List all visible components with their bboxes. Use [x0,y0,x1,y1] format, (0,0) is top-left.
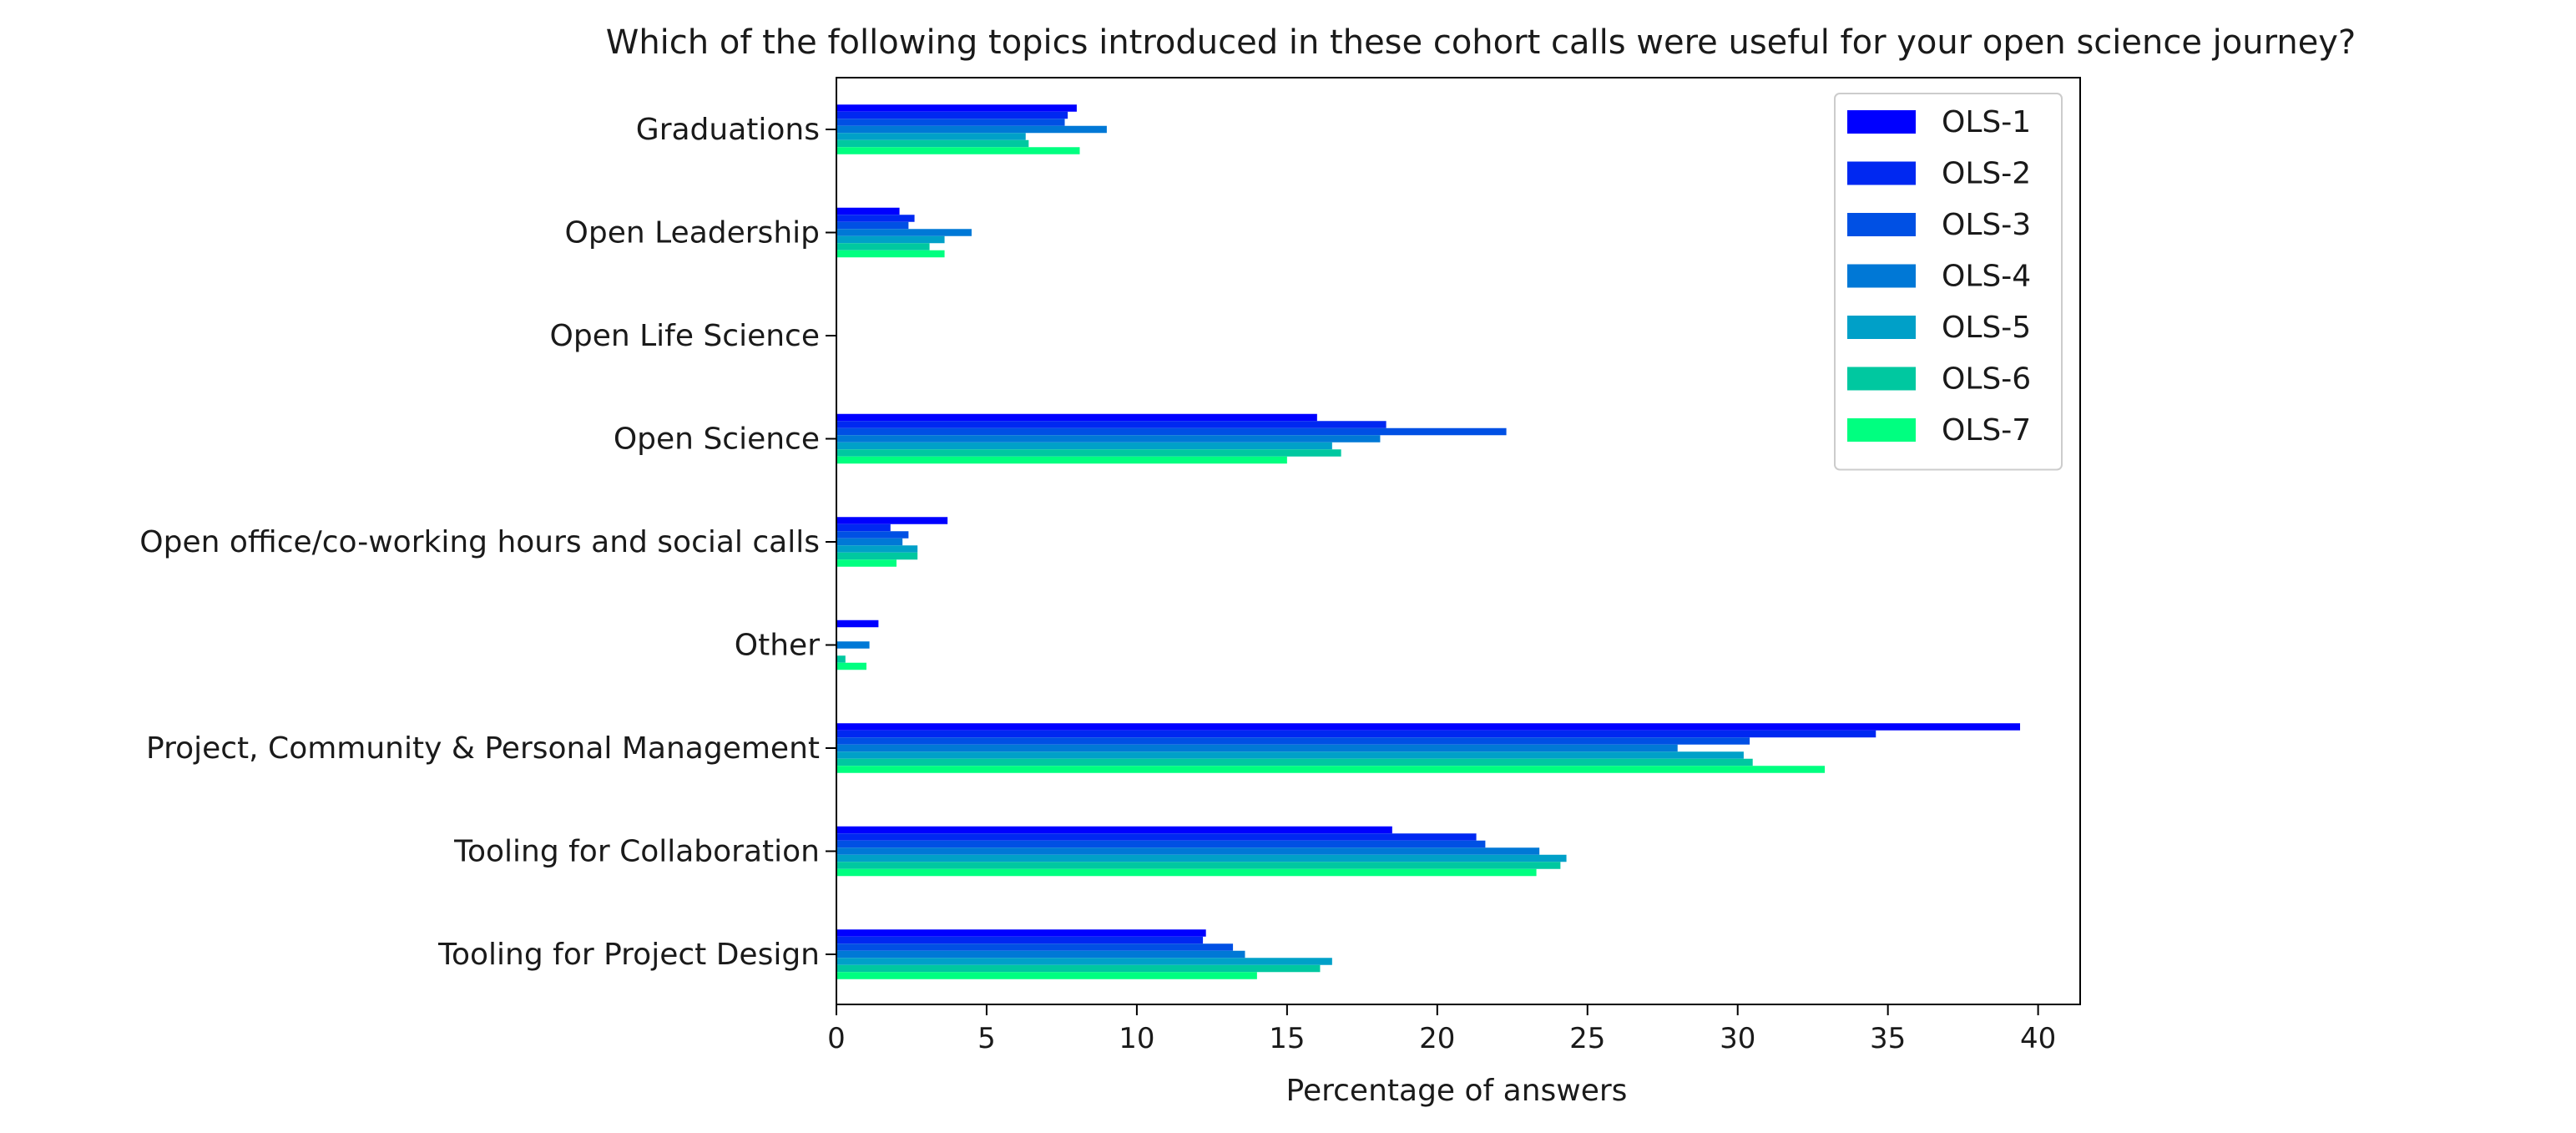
bar-ols-2-8 [836,936,1204,944]
legend-label: OLS-4 [1942,260,2031,294]
legend-swatch-ols-2 [1847,161,1916,185]
bar-ols-3-3 [836,427,1507,436]
bar-ols-4-4 [836,538,903,546]
bar-ols-4-1 [836,229,972,236]
x-axis-ticks: 0 5 10 15 20 25 30 35 40 [827,1004,2056,1055]
bar-ols-1-0 [836,104,1077,112]
category-labels: Graduations Open Leadership Open Life Scie… [139,113,836,972]
x-tick-label: 0 [827,1022,846,1055]
bar-ols-3-0 [836,119,1065,126]
bar-ols-7-0 [836,147,1080,154]
bar-ols-1-6 [836,723,2021,731]
bar-ols-6-1 [836,243,930,250]
x-tick-label: 10 [1119,1022,1154,1055]
bar-ols-3-7 [836,840,1486,848]
bar-ols-4-7 [836,847,1540,855]
bar-ols-5-1 [836,235,945,244]
bar-ols-6-0 [836,139,1029,148]
x-tick-label: 15 [1269,1022,1305,1055]
bar-ols-7-4 [836,559,897,567]
x-tick-label: 5 [977,1022,996,1055]
bar-ols-1-8 [836,929,1206,937]
legend-swatch-ols-6 [1847,367,1916,391]
y-tick-label: Other [735,629,820,663]
bar-ols-2-7 [836,833,1477,841]
bar-ols-6-6 [836,758,1753,766]
bar-ols-5-3 [836,442,1332,450]
bar-ols-3-4 [836,531,909,539]
x-tick-label: 35 [1870,1022,1906,1055]
bar-ols-1-7 [836,826,1392,834]
bar-ols-7-7 [836,868,1537,877]
bar-ols-7-8 [836,972,1257,979]
legend-swatch-ols-3 [1847,213,1916,236]
legend-label: OLS-3 [1942,208,2031,242]
y-tick-label: Open office/co-working hours and social … [139,525,820,559]
legend-swatch-ols-7 [1847,418,1916,442]
legend-swatch-ols-5 [1847,316,1916,339]
bar-ols-5-0 [836,133,1026,140]
bar-ols-1-3 [836,413,1317,422]
bar-ols-3-6 [836,737,1750,745]
x-axis-label: Percentage of answers [1286,1074,1628,1108]
bar-ols-4-6 [836,744,1678,752]
plot-frame [836,77,2081,1005]
bar-ols-5-6 [836,751,1744,759]
y-tick-label: Graduations [636,113,820,147]
bar-ols-6-4 [836,552,918,560]
x-tick-label: 25 [1569,1022,1605,1055]
bar-ols-2-0 [836,111,1068,119]
bar-ols-4-0 [836,125,1107,134]
bar-ols-4-8 [836,950,1245,958]
bar-ols-6-8 [836,964,1321,973]
bars-group [836,104,2021,979]
bar-ols-7-5 [836,662,866,670]
legend-label: OLS-5 [1942,311,2031,345]
y-tick-label: Project, Community & Personal Management [146,731,820,766]
y-tick-label: Open Life Science [550,319,820,353]
legend-label: OLS-7 [1942,413,2031,448]
y-tick-label: Tooling for Collaboration [453,835,820,869]
bar-ols-5-4 [836,545,918,553]
legend-label: OLS-6 [1942,362,2031,397]
bar-ols-7-6 [836,766,1826,773]
bar-ols-6-3 [836,449,1341,457]
legend-swatch-ols-1 [1847,110,1916,134]
bar-ols-5-7 [836,854,1567,862]
chart-title: Which of the following topics introduced… [606,23,2356,62]
bar-ols-7-1 [836,250,945,258]
bar-ols-2-1 [836,215,915,222]
bar-ols-4-3 [836,435,1381,443]
bar-ols-1-1 [836,207,900,215]
bar-ols-1-5 [836,620,879,628]
bar-ols-4-5 [836,641,870,649]
bar-ols-3-1 [836,221,909,230]
bar-ols-7-3 [836,456,1287,464]
bar-ols-2-4 [836,524,891,532]
legend-label: OLS-1 [1942,105,2031,139]
y-tick-label: Open Science [614,422,820,457]
bar-ols-1-4 [836,517,948,524]
bar-ols-6-7 [836,862,1561,869]
y-tick-label: Tooling for Project Design [437,938,820,972]
bar-ols-6-5 [836,655,846,663]
bar-ols-3-8 [836,943,1234,951]
x-tick-label: 30 [1720,1022,1755,1055]
y-tick-label: Open Leadership [565,216,820,250]
legend-label: OLS-2 [1942,157,2031,191]
x-tick-label: 20 [1419,1022,1455,1055]
bar-ols-5-8 [836,958,1332,965]
legend: OLS-1 OLS-2 OLS-3 OLS-4 OLS-5 OLS-6 OLS-7 [1834,93,2063,471]
bar-ols-2-3 [836,421,1386,428]
legend-swatch-ols-4 [1847,264,1916,288]
bar-ols-2-6 [836,730,1876,738]
x-tick-label: 40 [2020,1022,2056,1055]
